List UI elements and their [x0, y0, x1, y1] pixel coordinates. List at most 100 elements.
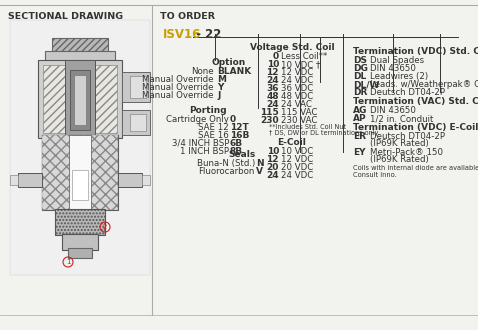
Text: Leadwires (2): Leadwires (2): [370, 72, 428, 81]
Text: J: J: [217, 91, 220, 100]
Text: 3/4 INCH BSP: 3/4 INCH BSP: [172, 139, 229, 148]
Bar: [130, 114, 146, 131]
Text: Manual Override: Manual Override: [142, 75, 214, 84]
Text: None: None: [191, 67, 214, 76]
Text: 24 VAC: 24 VAC: [281, 100, 312, 109]
Text: 6B: 6B: [230, 139, 243, 148]
Text: Manual Override: Manual Override: [142, 83, 214, 92]
Text: 230 VAC: 230 VAC: [281, 116, 317, 125]
Text: Cartridge Only: Cartridge Only: [166, 115, 229, 124]
Text: 24: 24: [266, 76, 279, 85]
Text: Buna-N (Std.): Buna-N (Std.): [197, 159, 255, 168]
Text: **Includes Std. Coil Nut: **Includes Std. Coil Nut: [269, 124, 346, 130]
Bar: [74, 75, 86, 125]
Text: 115: 115: [260, 108, 279, 117]
Text: SAE 16: SAE 16: [198, 131, 229, 140]
Text: ISV16: ISV16: [163, 28, 201, 41]
Text: 24 VDC: 24 VDC: [281, 171, 313, 180]
Bar: [142, 175, 150, 185]
Text: SAE 12: SAE 12: [198, 123, 229, 132]
Text: 36: 36: [267, 84, 279, 93]
Text: 24: 24: [266, 171, 279, 180]
Text: 48 VDC: 48 VDC: [281, 92, 313, 101]
Text: Fluorocarbon: Fluorocarbon: [199, 167, 255, 176]
Text: 10 VDC: 10 VDC: [281, 147, 313, 156]
Text: 10: 10: [267, 147, 279, 156]
Bar: [55, 209, 105, 235]
Text: Manual Override: Manual Override: [142, 91, 214, 100]
Text: Less Coil**: Less Coil**: [281, 52, 327, 61]
Text: DIN 43650: DIN 43650: [370, 64, 416, 73]
Bar: [18, 173, 42, 187]
Text: V: V: [256, 167, 263, 176]
Text: Leads. w/Weatherpak® Connectors: Leads. w/Weatherpak® Connectors: [370, 80, 478, 89]
Text: DR: DR: [353, 88, 368, 97]
Bar: [70, 70, 90, 130]
Text: Deutsch DT04-2P: Deutsch DT04-2P: [370, 88, 445, 97]
Bar: [130, 76, 146, 98]
Bar: [10, 175, 18, 185]
Text: 230: 230: [261, 116, 279, 125]
Bar: [72, 170, 88, 200]
Text: 2: 2: [103, 224, 107, 230]
Text: Metri-Pack® 150: Metri-Pack® 150: [370, 148, 443, 157]
Bar: [65, 60, 95, 138]
Bar: [68, 248, 92, 258]
Text: Termination (VAC) Std. Coil: Termination (VAC) Std. Coil: [353, 97, 478, 106]
Text: 16B: 16B: [230, 131, 250, 140]
Text: Dual Spades: Dual Spades: [370, 56, 424, 65]
Text: 12: 12: [267, 155, 279, 164]
Text: DIN 43650: DIN 43650: [370, 106, 416, 115]
Bar: [95, 65, 117, 133]
Text: 0: 0: [230, 115, 236, 124]
Bar: [69, 135, 91, 210]
Text: Termination (VDC) Std. Coil: Termination (VDC) Std. Coil: [353, 47, 478, 56]
Text: 48: 48: [266, 92, 279, 101]
Text: TO ORDER: TO ORDER: [160, 12, 215, 21]
Text: SECTIONAL DRAWING: SECTIONAL DRAWING: [8, 12, 123, 21]
Text: Voltage Std. Coil: Voltage Std. Coil: [250, 43, 334, 52]
Bar: [38, 60, 122, 138]
Text: E-Coil: E-Coil: [278, 138, 306, 147]
Text: 24: 24: [266, 100, 279, 109]
Text: M: M: [217, 75, 226, 84]
Bar: [122, 72, 150, 102]
Text: 1/2 in. Conduit: 1/2 in. Conduit: [370, 114, 434, 123]
Text: 10 VDC †: 10 VDC †: [281, 60, 320, 69]
Text: DS: DS: [353, 56, 367, 65]
Text: 20 VDC: 20 VDC: [281, 163, 313, 172]
Text: AP: AP: [353, 114, 367, 123]
Text: 36 VDC: 36 VDC: [281, 84, 313, 93]
Text: BLANK: BLANK: [217, 67, 251, 76]
Text: DG: DG: [353, 64, 368, 73]
Bar: [45, 51, 115, 62]
Text: 12T: 12T: [230, 123, 249, 132]
Text: † DS, DW or DL terminations only.: † DS, DW or DL terminations only.: [269, 130, 380, 136]
Text: ER: ER: [353, 132, 366, 141]
Text: 115 VAC: 115 VAC: [281, 108, 317, 117]
Bar: [52, 38, 108, 52]
Text: N: N: [256, 159, 264, 168]
Text: 12 VDC: 12 VDC: [281, 68, 313, 77]
Text: 20: 20: [267, 163, 279, 172]
Text: 24 VDC: 24 VDC: [281, 76, 313, 85]
Text: 8B: 8B: [230, 147, 243, 156]
Bar: [10, 20, 150, 275]
Text: Option: Option: [212, 58, 246, 67]
Text: Termination (VDC) E-Coil: Termination (VDC) E-Coil: [353, 123, 478, 132]
Bar: [62, 234, 98, 250]
Bar: [42, 135, 118, 210]
Bar: [118, 173, 142, 187]
Text: 1: 1: [66, 259, 70, 265]
Bar: [122, 110, 150, 135]
Text: 0: 0: [273, 52, 279, 61]
Text: Seals: Seals: [229, 150, 256, 159]
Text: - 22: - 22: [192, 28, 221, 41]
Text: DL/W: DL/W: [353, 80, 380, 89]
Bar: [43, 65, 65, 133]
Text: Porting: Porting: [189, 106, 227, 115]
Text: 12 VDC: 12 VDC: [281, 155, 313, 164]
Text: Coils with internal diode are available.
Consult Inno.: Coils with internal diode are available.…: [353, 165, 478, 178]
Text: Deutsch DT04-2P: Deutsch DT04-2P: [370, 132, 445, 141]
Text: Y: Y: [217, 83, 223, 92]
